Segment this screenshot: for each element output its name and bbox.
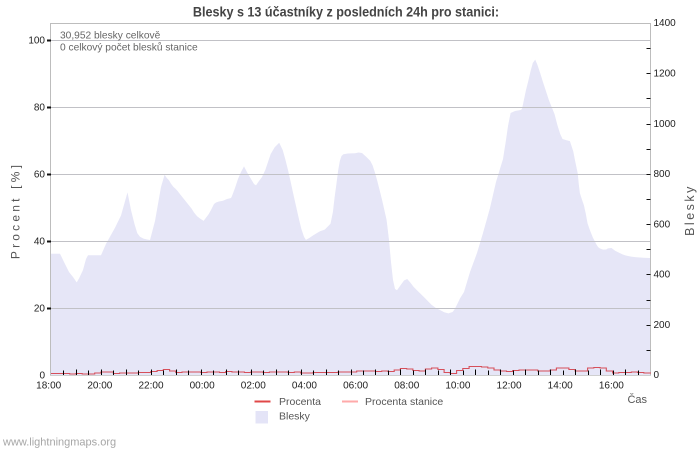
svg-text:0: 0 bbox=[39, 371, 45, 382]
svg-text:14:00: 14:00 bbox=[548, 381, 573, 392]
svg-text:1000: 1000 bbox=[654, 119, 677, 130]
svg-text:20:00: 20:00 bbox=[87, 381, 112, 392]
svg-text:Blesky: Blesky bbox=[279, 411, 311, 423]
svg-text:www.lightningmaps.org: www.lightningmaps.org bbox=[2, 437, 116, 449]
svg-text:22:00: 22:00 bbox=[138, 381, 163, 392]
svg-text:00:00: 00:00 bbox=[190, 381, 215, 392]
svg-text:06:00: 06:00 bbox=[343, 381, 368, 392]
svg-text:12:00: 12:00 bbox=[497, 381, 522, 392]
svg-text:16:00: 16:00 bbox=[599, 381, 624, 392]
svg-text:Čas: Čas bbox=[627, 393, 647, 406]
svg-text:1400: 1400 bbox=[654, 18, 677, 29]
svg-text:04:00: 04:00 bbox=[292, 381, 317, 392]
svg-text:100: 100 bbox=[28, 36, 45, 47]
svg-text:600: 600 bbox=[654, 219, 671, 230]
svg-text:10:00: 10:00 bbox=[445, 381, 470, 392]
svg-text:Procenta stanice: Procenta stanice bbox=[365, 396, 443, 408]
svg-text:20: 20 bbox=[34, 304, 46, 315]
svg-text:60: 60 bbox=[34, 170, 46, 181]
svg-text:40: 40 bbox=[34, 237, 46, 248]
svg-text:0: 0 bbox=[654, 370, 660, 381]
svg-text:400: 400 bbox=[654, 270, 671, 281]
svg-text:30,952 blesky celkově: 30,952 blesky celkově bbox=[60, 31, 161, 42]
svg-text:200: 200 bbox=[654, 320, 671, 331]
svg-text:1200: 1200 bbox=[654, 68, 677, 79]
svg-text:Blesky s 13 účastníky z posled: Blesky s 13 účastníky z posledních 24h p… bbox=[193, 4, 499, 20]
svg-text:Blesky: Blesky bbox=[683, 184, 697, 236]
svg-text:Procent [%]: Procent [%] bbox=[9, 162, 23, 259]
svg-text:80: 80 bbox=[34, 103, 46, 114]
svg-text:0 celkový počet blesků stanice: 0 celkový počet blesků stanice bbox=[60, 42, 198, 54]
svg-text:800: 800 bbox=[654, 169, 671, 180]
svg-text:08:00: 08:00 bbox=[394, 381, 419, 392]
svg-text:02:00: 02:00 bbox=[241, 381, 266, 392]
svg-text:Procenta: Procenta bbox=[279, 396, 321, 408]
svg-text:18:00: 18:00 bbox=[36, 381, 61, 392]
